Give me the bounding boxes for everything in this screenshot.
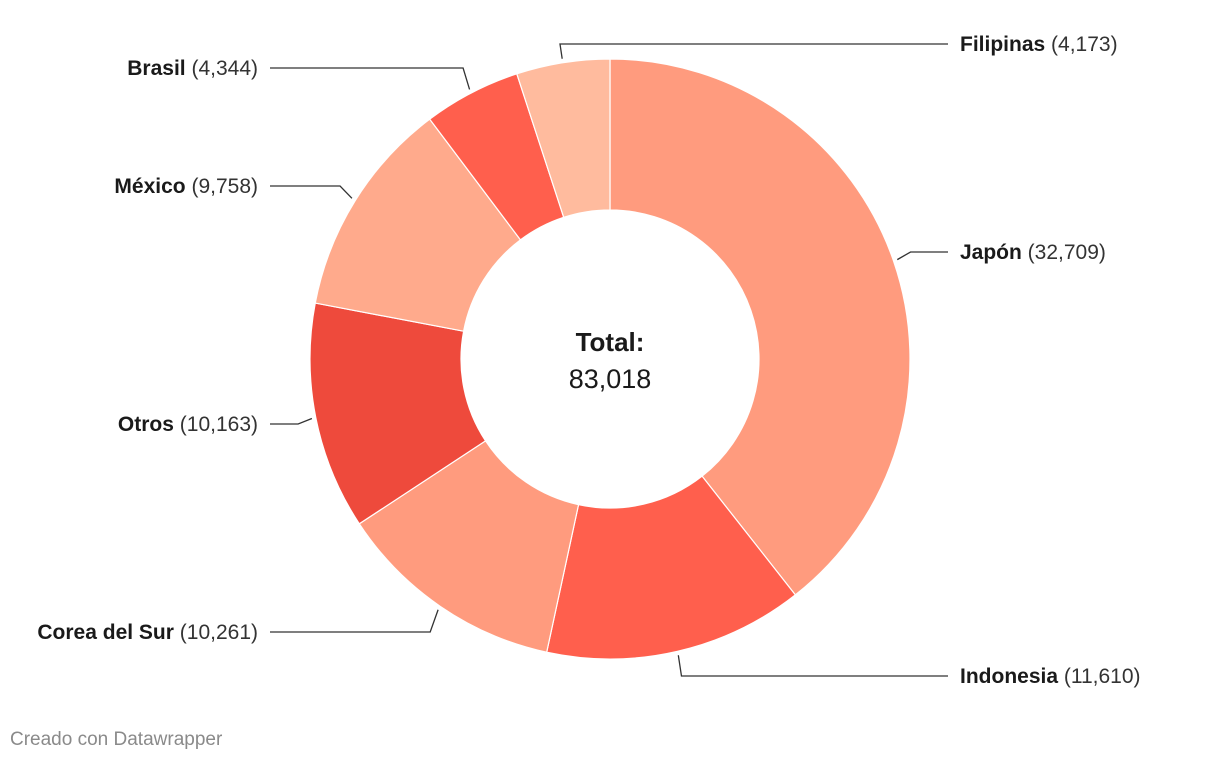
- slice-corea-del-sur: [358, 440, 580, 653]
- credit-text: Creado con Datawrapper: [10, 729, 223, 750]
- total-value: 83,018: [569, 364, 652, 394]
- slice-filipinas: [516, 58, 611, 219]
- leader-mexico: [270, 185, 353, 199]
- label-mexico: México (9,758): [114, 175, 258, 198]
- leader-otros: [270, 417, 313, 425]
- label-name-otros: Otros: [118, 413, 174, 436]
- label-japon: Japón (32,709): [960, 241, 1106, 264]
- donut-slices: [309, 58, 911, 660]
- label-value-japon: (32,709): [1022, 241, 1106, 264]
- slice-indonesia: [545, 475, 797, 660]
- label-indonesia: Indonesia (11,610): [960, 665, 1141, 688]
- label-name-japon: Japón: [960, 241, 1022, 264]
- leader-corea-del-sur: [270, 609, 439, 633]
- label-value-brasil: (4,344): [186, 57, 258, 80]
- label-value-indonesia: (11,610): [1058, 665, 1141, 688]
- label-value-otros: (10,163): [174, 413, 258, 436]
- label-corea-del-sur: Corea del Sur (10,261): [37, 621, 258, 644]
- label-name-corea-del-sur: Corea del Sur: [37, 621, 174, 644]
- label-filipinas: Filipinas (4,173): [960, 33, 1118, 56]
- leader-indonesia: [677, 655, 948, 677]
- leader-brasil: [270, 67, 471, 90]
- label-otros: Otros (10,163): [118, 413, 258, 436]
- label-name-filipinas: Filipinas: [960, 33, 1045, 56]
- label-name-indonesia: Indonesia: [960, 665, 1058, 688]
- label-brasil: Brasil (4,344): [127, 57, 258, 80]
- slice-japon: [609, 58, 911, 596]
- leader-lines: [270, 43, 948, 677]
- leader-filipinas: [559, 43, 948, 59]
- label-value-corea-del-sur: (10,261): [174, 621, 258, 644]
- label-name-brasil: Brasil: [127, 57, 185, 80]
- leader-japon: [896, 251, 948, 261]
- total-title: Total:: [576, 327, 645, 357]
- slice-labels: Japón (32,709) Indonesia (11,610) Corea de…: [37, 33, 1140, 688]
- label-value-filipinas: (4,173): [1045, 33, 1117, 56]
- label-name-mexico: México: [114, 175, 185, 198]
- label-value-mexico: (9,758): [186, 175, 258, 198]
